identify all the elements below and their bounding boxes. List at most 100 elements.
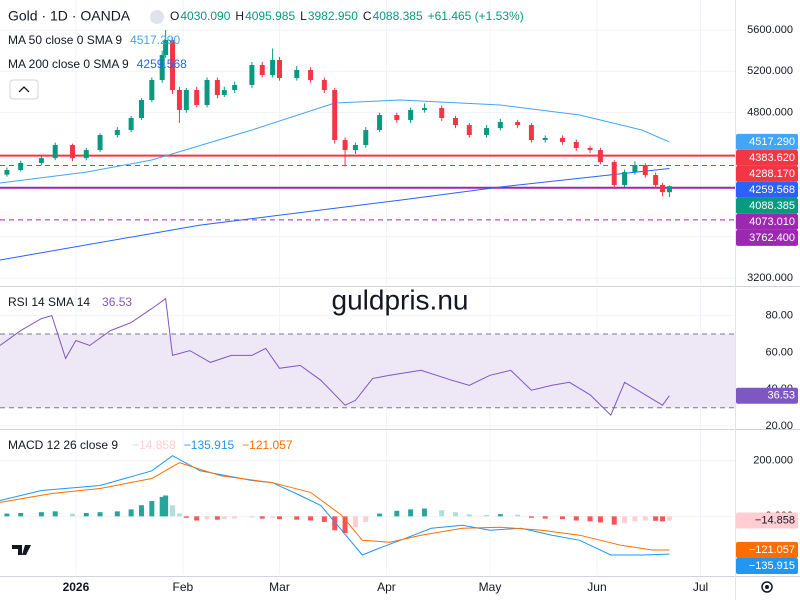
rsi-line [0, 297, 670, 416]
candle-body [176, 90, 182, 110]
indicator-value: −14.858 [132, 438, 176, 452]
tv-logo [12, 545, 31, 555]
histogram-bar [466, 514, 472, 517]
histogram-bar [632, 516, 638, 522]
price-label: −14.858 [755, 514, 795, 526]
candle-body [159, 54, 165, 80]
candle-body [497, 122, 503, 129]
candle-body [363, 129, 369, 145]
y-tick-label: 60.00 [765, 346, 793, 358]
candle-body [439, 107, 445, 119]
ohlc-value: 4030.090 [180, 9, 230, 23]
x-tick-label: May [479, 580, 502, 594]
ma-line [0, 99, 670, 184]
grid [0, 0, 735, 575]
histogram-bar [183, 516, 189, 518]
histogram-bar [528, 516, 534, 518]
histogram-bar [587, 516, 593, 522]
histogram-bar [18, 513, 24, 517]
price-label: 4259.568 [749, 184, 795, 196]
plot [0, 29, 735, 556]
histogram-bar [363, 516, 369, 522]
histogram-bar [497, 514, 503, 517]
candle-body [114, 129, 120, 135]
candle-body [515, 122, 521, 126]
collapse-icon [18, 86, 30, 93]
price-label-bg [736, 557, 798, 574]
candle-body [587, 147, 593, 151]
histogram-bar [270, 516, 276, 518]
ohlc-key: C [363, 9, 372, 23]
candle-body [97, 134, 103, 151]
candle-body [194, 90, 200, 105]
histogram-bar [249, 516, 255, 518]
indicator-name: RSI 14 SMA 14 [8, 295, 90, 309]
candle-body [622, 172, 628, 185]
collapse-button[interactable] [9, 79, 39, 100]
candle-body [528, 125, 534, 141]
candle-body [352, 144, 358, 151]
histogram-bar [542, 516, 548, 519]
histogram-bar [377, 513, 383, 517]
price-label: 4383.620 [749, 152, 795, 164]
histogram-bar [83, 513, 89, 517]
histogram-bar [232, 516, 238, 519]
candle-body [408, 109, 414, 120]
candle-body [170, 39, 176, 91]
histogram-bar [439, 510, 445, 517]
histogram-bar [484, 514, 490, 517]
candle-body [642, 165, 648, 176]
candle-body [666, 186, 672, 193]
indicator-value: 4517.290 [130, 33, 180, 47]
symbol-title: Gold · 1D · OANDA [8, 8, 131, 24]
price-label: 36.53 [767, 390, 795, 402]
histogram-bar [394, 510, 400, 517]
candle-body [4, 169, 10, 175]
histogram-bar [611, 516, 617, 525]
histogram-bar [660, 516, 666, 522]
price-label-bg [736, 213, 798, 230]
y-tick-label: 5200.000 [747, 65, 793, 77]
settings-icon[interactable] [761, 581, 773, 593]
histogram-bar [176, 513, 182, 517]
change-value: +61.465 (+1.53%) [428, 9, 524, 23]
histogram-bar [138, 505, 144, 517]
histogram-bar [114, 511, 120, 517]
price-label: −135.915 [749, 560, 795, 572]
histogram-bar [408, 509, 414, 517]
candle-body [394, 115, 400, 120]
x-tick-label: Mar [269, 580, 290, 594]
y-tick-label: 20.00 [765, 420, 793, 432]
indicator-name: MA 50 close 0 SMA 9 [8, 33, 122, 47]
histogram-bar [666, 516, 672, 521]
y-tick-label: 200.000 [753, 455, 793, 467]
candle-body [421, 107, 427, 110]
indicator-value: 4259.568 [137, 57, 187, 71]
candle-body [214, 79, 220, 95]
candle-body [611, 162, 617, 185]
price-label-bg [736, 133, 798, 150]
histogram-bar [163, 495, 169, 517]
price-label-bg [736, 512, 798, 529]
y-tick-label: 80.00 [765, 310, 793, 322]
histogram-bar [194, 516, 200, 521]
histogram-bar [170, 505, 176, 517]
histogram-bar [277, 516, 283, 520]
histogram-bar [221, 516, 227, 520]
histogram-bar [128, 509, 134, 517]
histogram-bar [204, 516, 210, 520]
symbol-icon[interactable] [150, 10, 164, 24]
indicator-name: MACD 12 26 close 9 [8, 438, 118, 452]
candle-body [270, 59, 276, 76]
gear-hub [765, 585, 769, 589]
indicator-value: −121.057 [242, 438, 293, 452]
candle-body [38, 158, 44, 163]
price-label: 4088.385 [749, 200, 795, 212]
candle-body [377, 115, 383, 130]
candle-body [573, 141, 579, 148]
x-tick-label: Jul [693, 580, 708, 594]
histogram-bar [653, 516, 659, 521]
price-label-bg [736, 197, 798, 214]
candle-body [653, 175, 659, 185]
macd-line [0, 455, 670, 556]
